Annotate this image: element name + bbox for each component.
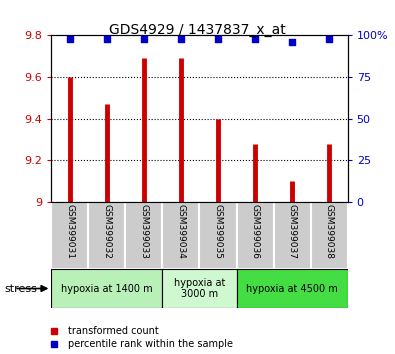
Bar [51,202,88,269]
Bar [237,269,348,308]
Bar [162,269,237,308]
Point [104,36,110,41]
Text: hypoxia at 4500 m: hypoxia at 4500 m [246,284,338,293]
Text: GSM399032: GSM399032 [102,205,111,259]
Text: hypoxia at
3000 m: hypoxia at 3000 m [174,278,225,299]
Text: GSM399034: GSM399034 [177,205,186,259]
Point [178,36,184,41]
Text: GDS4929 / 1437837_x_at: GDS4929 / 1437837_x_at [109,23,286,37]
Bar [126,202,162,269]
Text: GSM399031: GSM399031 [65,205,74,259]
Point [252,36,258,41]
Text: GSM399037: GSM399037 [288,205,297,259]
Point [141,36,147,41]
Text: GSM399035: GSM399035 [213,205,222,259]
Bar [88,202,126,269]
Bar [199,202,237,269]
Bar [51,269,162,308]
Text: GSM399036: GSM399036 [250,205,260,259]
Text: GSM399038: GSM399038 [325,205,334,259]
Legend: transformed count, percentile rank within the sample: transformed count, percentile rank withi… [44,326,233,349]
Text: GSM399033: GSM399033 [139,205,149,259]
Point [326,36,332,41]
Bar [310,202,348,269]
Bar [274,202,310,269]
Point [215,36,221,41]
Text: stress: stress [4,284,37,293]
Point [67,36,73,41]
Bar [237,202,274,269]
Text: hypoxia at 1400 m: hypoxia at 1400 m [61,284,153,293]
Point [289,39,295,45]
Bar [162,202,199,269]
